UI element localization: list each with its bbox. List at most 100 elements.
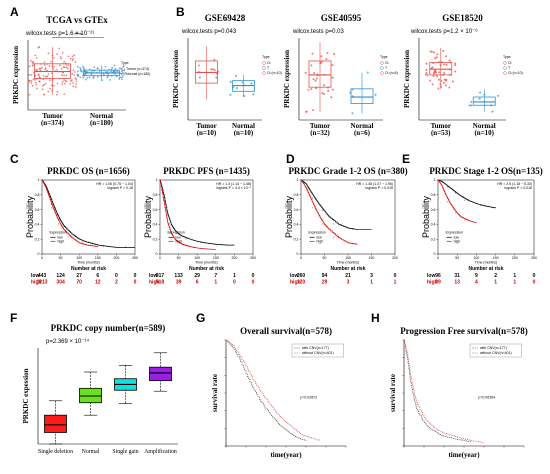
data-point (431, 83, 434, 86)
data-point (118, 76, 121, 79)
data-point (35, 81, 37, 84)
data-point (92, 77, 95, 79)
legend-title: Type (380, 55, 388, 59)
stat-label: wilcox.tests p=0.043 (181, 29, 237, 35)
y-tick-label: 0.2 (153, 237, 158, 241)
risk-count: 1 (233, 273, 236, 279)
km-stat: logrank P = 0.016 (505, 186, 533, 190)
risk-count: 1 (214, 280, 217, 286)
chart-title: GSE18520 (442, 13, 483, 23)
category-n: (n=6) (354, 129, 371, 137)
chart-title: GSE40595 (321, 13, 362, 23)
data-point (63, 74, 65, 77)
risk-count: 120 (297, 280, 306, 286)
data-point (442, 49, 445, 52)
data-point (110, 68, 113, 71)
data-point (217, 70, 220, 73)
data-point (213, 69, 216, 72)
legend-entry: T (508, 66, 511, 70)
x-tick-label: 50 (59, 256, 63, 260)
data-point (35, 68, 37, 71)
km-stat: logrank P = 4.4 × 10⁻⁵ (216, 186, 251, 190)
legend-swatch (503, 61, 507, 65)
data-point (56, 91, 59, 93)
data-point (101, 79, 103, 82)
risk-count: 1 (513, 273, 516, 279)
legend-title: Type (121, 61, 129, 65)
y-tick-label: 0 (434, 252, 436, 256)
data-point (331, 88, 334, 91)
data-point (304, 71, 307, 74)
data-point (51, 79, 54, 81)
legend-swatch (380, 66, 384, 70)
data-point (315, 87, 318, 90)
y-tick-label: 0.2 (35, 237, 40, 241)
data-point (93, 69, 96, 72)
data-point (490, 104, 493, 107)
data-point (235, 74, 238, 77)
risk-row-label: low (149, 273, 157, 279)
data-point (37, 46, 40, 49)
risk-count: 1 (394, 280, 397, 286)
data-point (100, 74, 103, 77)
data-point (107, 73, 109, 75)
legend-swatch (380, 61, 384, 65)
data-point (468, 104, 471, 107)
data-point (491, 110, 494, 113)
data-point (121, 78, 123, 81)
data-point (426, 74, 429, 77)
km-curve-high (160, 179, 217, 250)
y-tick-label: 1 (38, 178, 40, 182)
data-point (56, 53, 58, 56)
data-point (65, 80, 68, 83)
risk-count: 39 (435, 280, 441, 286)
data-point (115, 75, 118, 78)
risk-count: 29 (194, 273, 200, 279)
legend-title: Expression (49, 230, 66, 234)
data-point (52, 77, 54, 80)
y-tick-label: 1 (156, 178, 158, 182)
data-point (82, 67, 85, 69)
data-point (44, 67, 47, 69)
risk-count: 260 (297, 273, 306, 279)
data-point (215, 76, 218, 79)
risk-count: 13 (454, 280, 460, 286)
data-point (76, 65, 79, 68)
panel-label-B: B (176, 5, 185, 19)
x-tick-label: 150 (493, 256, 499, 260)
x-tick-label: 0 (300, 256, 302, 260)
data-point (31, 61, 34, 64)
data-point (52, 57, 55, 59)
legend-swatch (121, 67, 125, 71)
risk-row-label: low (290, 273, 298, 279)
data-point (122, 72, 124, 75)
data-point (198, 76, 201, 79)
data-point (74, 71, 76, 73)
survival-curve-1 (226, 339, 320, 441)
legend-entry: Ct (385, 61, 389, 65)
category-n: (n=10) (474, 129, 494, 137)
y-tick-label: 0 (297, 252, 299, 256)
km-curve-high (42, 179, 99, 247)
x-axis-label: Time (months) (475, 261, 497, 265)
risk-count: 7 (214, 273, 217, 279)
x-tick-label: 250 (132, 256, 138, 260)
data-point (124, 72, 127, 74)
data-point (49, 87, 51, 90)
stat-label: wilcox.tests p=1.6 × 10⁻²¹ (25, 31, 94, 37)
risk-count: 0 (252, 273, 255, 279)
data-point (40, 63, 42, 65)
stat-label: wilcox.tests p=1.2 × 10⁻⁶ (410, 28, 478, 35)
risk-count: 12 (95, 280, 101, 286)
legend-title: Type (262, 55, 270, 59)
km-stat: HR = 1.45 (1.07 − 1.96) (356, 182, 393, 186)
data-point (440, 61, 443, 64)
data-point (96, 67, 99, 70)
category-n: (n=53) (431, 129, 451, 137)
data-point (325, 58, 328, 61)
data-point (121, 76, 124, 78)
data-point (61, 83, 63, 85)
x-tick-label: 150 (95, 256, 101, 260)
risk-count: 133 (174, 273, 183, 279)
